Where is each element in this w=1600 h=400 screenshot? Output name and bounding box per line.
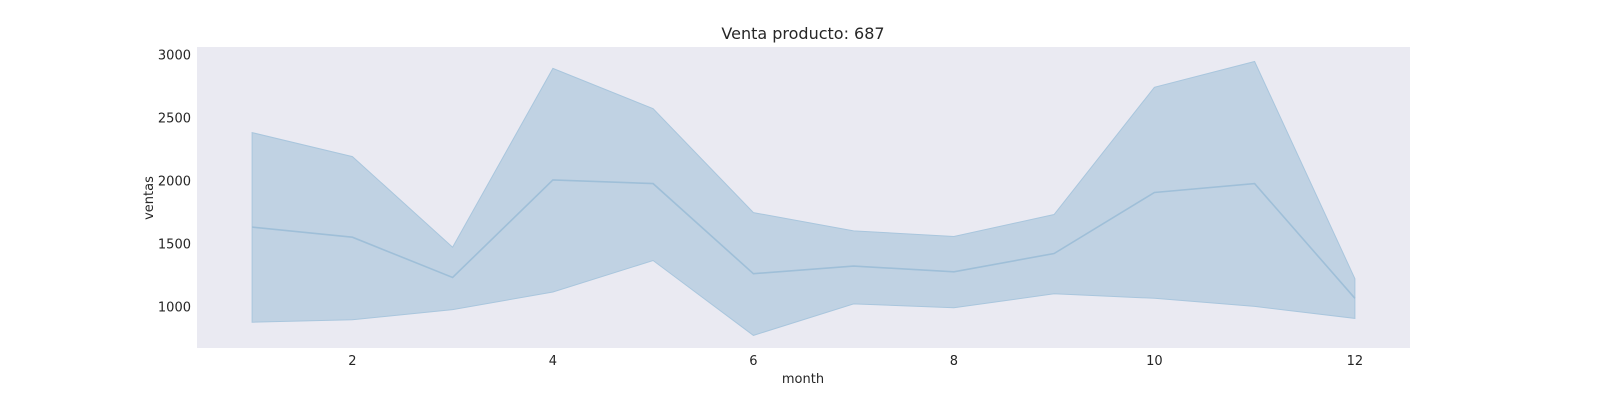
y-tick-label: 2500 — [158, 112, 191, 127]
x-tick-label: 8 — [950, 354, 958, 369]
y-tick-label: 1500 — [158, 238, 191, 253]
confidence-band — [251, 60, 1356, 336]
x-tick-label: 12 — [1347, 354, 1364, 369]
x-tick-label: 4 — [549, 354, 557, 369]
x-tick-label: 2 — [348, 354, 356, 369]
y-tick-label: 2000 — [158, 175, 191, 190]
x-tick-labels: 2 4 6 8 10 12 — [348, 354, 1363, 369]
chart-title: Venta producto: 687 — [721, 24, 884, 43]
x-tick-label: 10 — [1146, 354, 1163, 369]
mean-line — [252, 179, 1356, 299]
x-tick-label: 6 — [749, 354, 757, 369]
confidence-band-layer — [251, 60, 1356, 336]
y-tick-label: 3000 — [158, 49, 191, 64]
y-axis-label: ventas — [142, 176, 157, 220]
mean-line-layer — [252, 179, 1356, 299]
y-tick-label: 1000 — [158, 300, 191, 315]
y-tick-labels: 1000 1500 2000 2500 3000 — [158, 49, 191, 316]
x-axis-label: month — [782, 372, 824, 387]
